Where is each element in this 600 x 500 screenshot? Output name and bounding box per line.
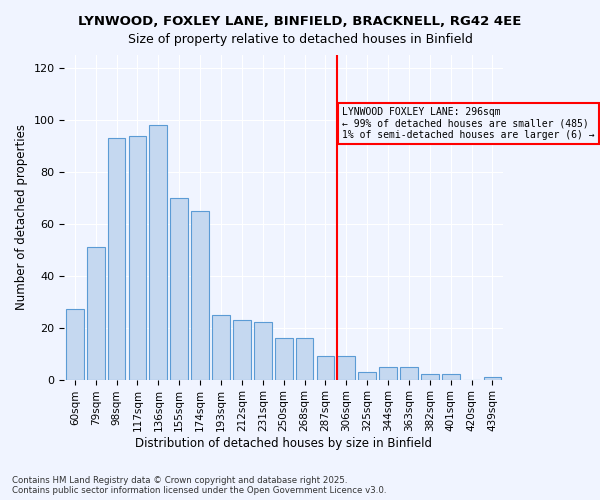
Bar: [128, 136, 146, 380]
Text: LYNWOOD FOXLEY LANE: 296sqm
← 99% of detached houses are smaller (485)
1% of sem: LYNWOOD FOXLEY LANE: 296sqm ← 99% of det…: [342, 107, 595, 140]
Bar: [87, 247, 104, 380]
Text: Contains HM Land Registry data © Crown copyright and database right 2025.
Contai: Contains HM Land Registry data © Crown c…: [12, 476, 386, 495]
X-axis label: Distribution of detached houses by size in Binfield: Distribution of detached houses by size …: [135, 437, 432, 450]
Bar: [358, 372, 376, 380]
Bar: [108, 138, 125, 380]
Bar: [484, 377, 502, 380]
Bar: [379, 366, 397, 380]
Bar: [317, 356, 334, 380]
Bar: [275, 338, 293, 380]
Bar: [400, 366, 418, 380]
Text: Size of property relative to detached houses in Binfield: Size of property relative to detached ho…: [128, 32, 472, 46]
Bar: [212, 314, 230, 380]
Text: LYNWOOD, FOXLEY LANE, BINFIELD, BRACKNELL, RG42 4EE: LYNWOOD, FOXLEY LANE, BINFIELD, BRACKNEL…: [79, 15, 521, 28]
Bar: [337, 356, 355, 380]
Bar: [421, 374, 439, 380]
Bar: [233, 320, 251, 380]
Bar: [254, 322, 272, 380]
Bar: [191, 211, 209, 380]
Bar: [170, 198, 188, 380]
Bar: [66, 310, 84, 380]
Bar: [442, 374, 460, 380]
Y-axis label: Number of detached properties: Number of detached properties: [15, 124, 28, 310]
Bar: [149, 125, 167, 380]
Bar: [296, 338, 313, 380]
